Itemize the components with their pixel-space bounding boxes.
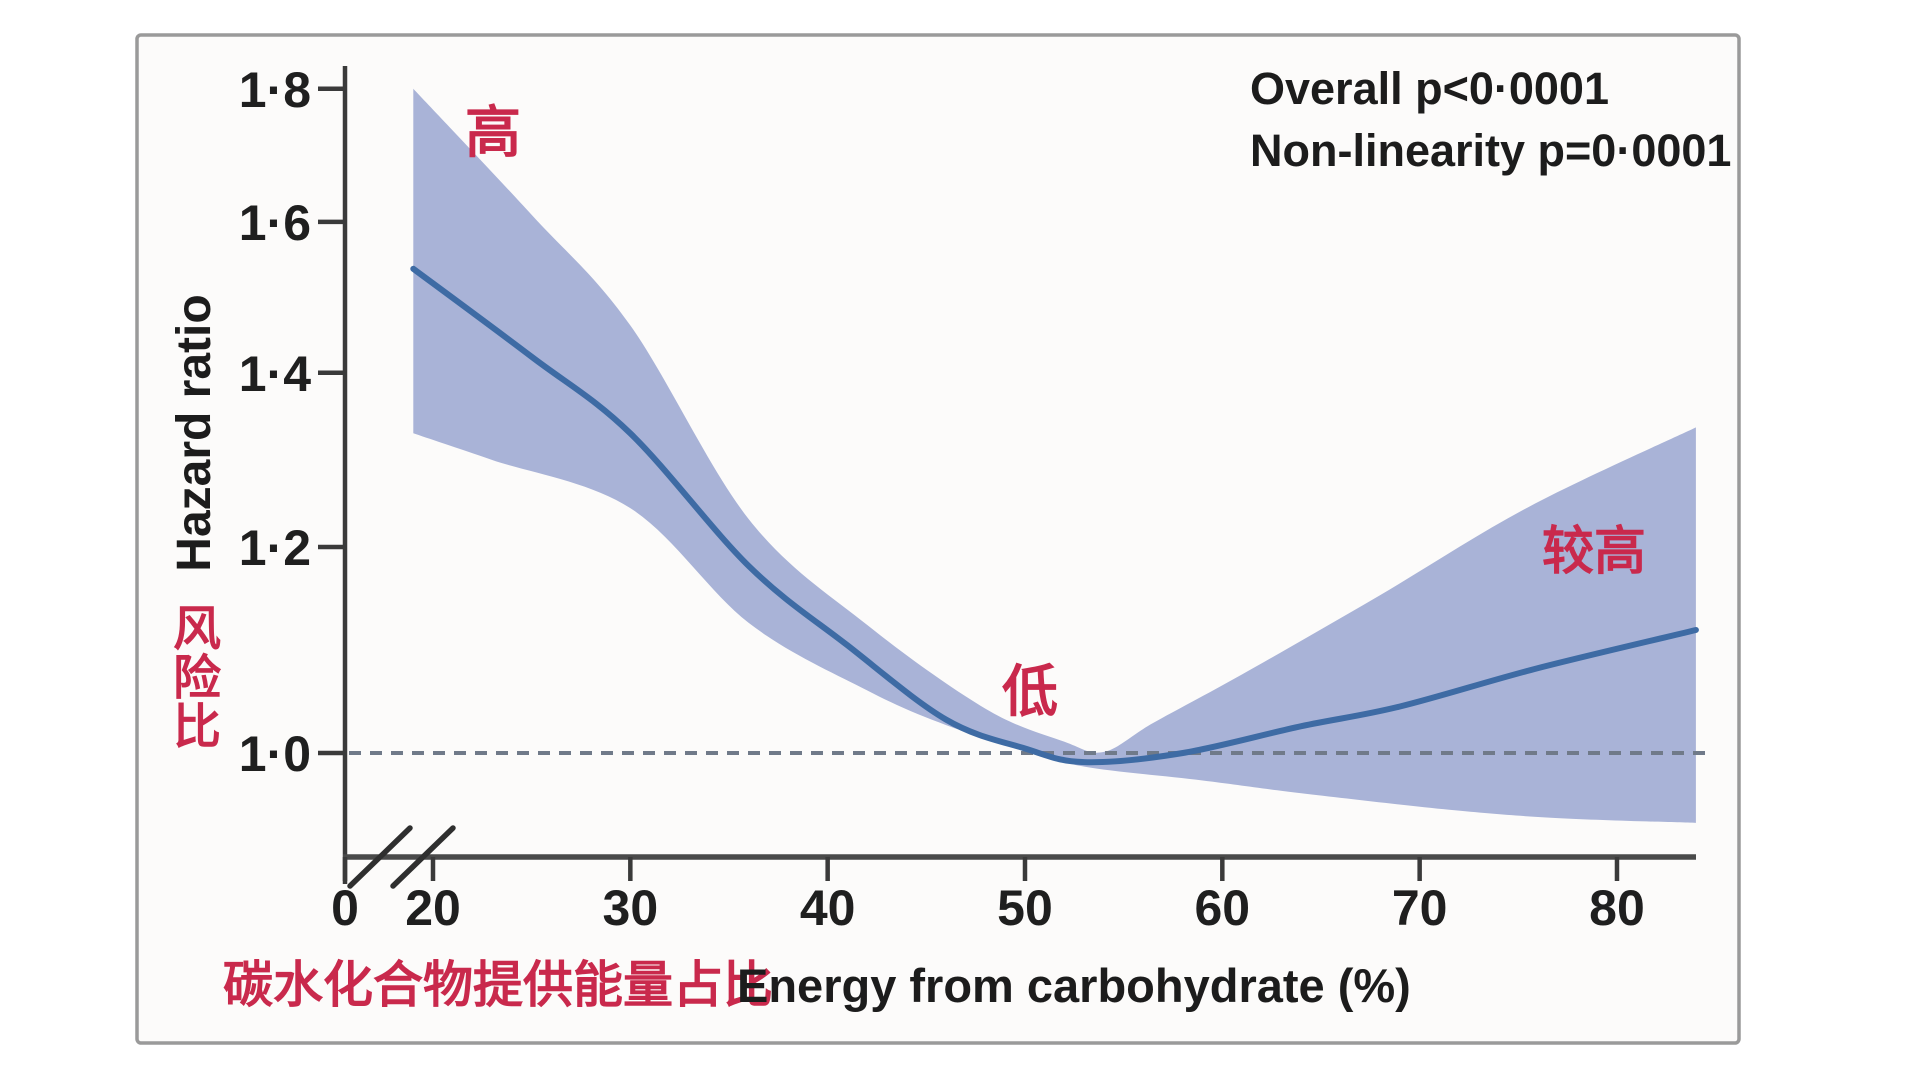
x-tick-label: 50 <box>997 880 1053 936</box>
annotation-high: 高 <box>465 101 521 164</box>
x-axis-label-en: Energy from carbohydrate (%) <box>737 959 1411 1012</box>
y-tick-label: 1·2 <box>239 520 311 576</box>
hazard-ratio-curve <box>410 265 1699 766</box>
x-tick-label: 70 <box>1392 880 1448 936</box>
x-tick-label: 80 <box>1589 880 1645 936</box>
x-axis-label-zh: 碳水化合物提供能量占比 <box>223 957 773 1013</box>
confidence-band <box>413 88 1696 823</box>
annotation-low: 低 <box>1002 660 1058 723</box>
stat-nonlinearity-p: Non-linearity p=0·0001 <box>1250 125 1731 176</box>
y-tick-label: 1·6 <box>239 195 311 251</box>
y-tick-label: 1·0 <box>239 726 311 782</box>
x-axis-break-icon <box>347 825 456 889</box>
annotation-relatively-high: 较高 <box>1542 523 1646 581</box>
y-tick-label: 1·8 <box>239 62 311 118</box>
x-tick-label: 20 <box>405 880 461 936</box>
x-tick-label: 30 <box>603 880 659 936</box>
x-tick-label: 0 <box>331 880 359 936</box>
y-axis-ticks: 1·8 1·6 1·4 1·2 1·0 <box>239 62 345 782</box>
x-tick-label: 60 <box>1195 880 1251 936</box>
stat-overall-p: Overall p<0·0001 <box>1250 63 1609 114</box>
y-axis-label-en: Hazard ratio <box>168 294 221 571</box>
x-tick-label: 40 <box>800 880 856 936</box>
x-axis-ticks: 0 20 30 40 50 60 70 80 <box>331 857 1645 936</box>
y-tick-label: 1·4 <box>239 346 311 402</box>
y-axis-label-zh: 风险比 <box>173 603 222 754</box>
